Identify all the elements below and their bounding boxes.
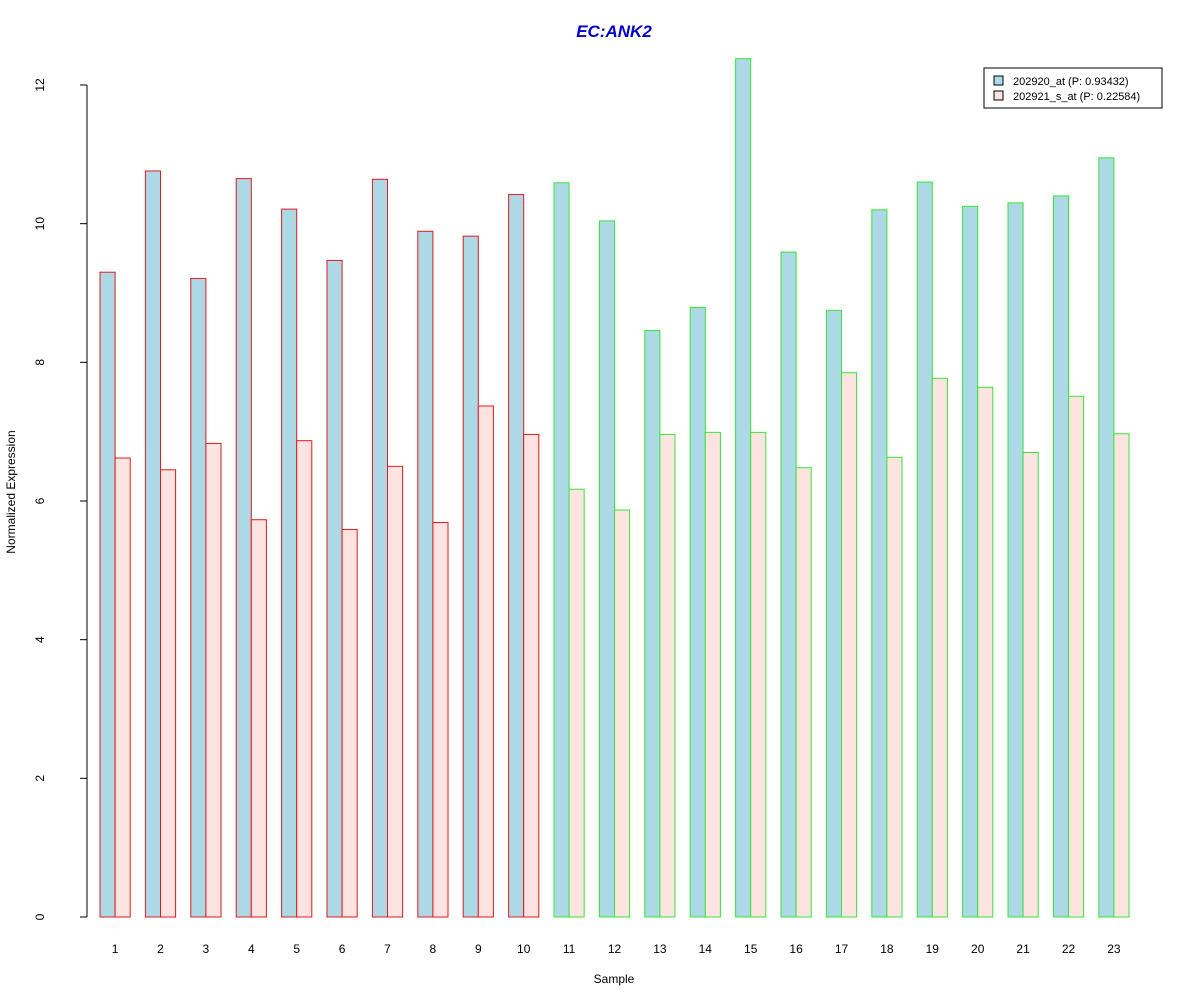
x-tick-label: 3 [203,942,210,956]
x-tick-labels: 1 2 3 4 5 6 7 8 9 10 11 12 13 14 15 16 17 18 19 20 21 22 23 [112,942,1121,956]
x-tick-label: 18 [880,942,894,956]
bar-sample-22-series-2 [1068,395,1085,918]
bar-sample-13-series-1 [644,329,661,918]
x-tick-label: 14 [699,942,713,956]
bar-sample-4-series-1 [235,178,252,918]
x-tick-label: 11 [563,942,576,956]
bar-sample-6-series-1 [326,259,343,918]
bar-sample-23-series-1 [1098,157,1115,918]
x-tick-label: 20 [971,942,985,956]
bar-sample-2-series-2 [160,469,177,918]
bar-sample-1-series-1 [99,271,116,918]
legend-box [983,67,1163,109]
x-axis-label: Sample [594,972,635,986]
bar-sample-21-series-2 [1022,451,1039,918]
bar-sample-14-series-1 [689,307,706,918]
x-tick-label: 19 [926,942,940,956]
bar-sample-14-series-2 [704,431,721,918]
x-tick-label: 21 [1016,942,1030,956]
y-tick-label: 0 [33,913,47,920]
bar-sample-5-series-2 [296,440,313,918]
y-axis-label: Normalized Expression [4,430,18,553]
bar-sample-13-series-2 [659,433,676,918]
legend-label-series-2: 202921_s_at (P: 0.22584) [1013,91,1140,103]
y-tick-label: 4 [33,636,47,643]
bar-sample-18-series-1 [871,209,888,918]
x-tick-label: 23 [1107,942,1121,956]
bar-sample-8-series-1 [417,230,434,918]
bar-sample-11-series-2 [568,488,585,918]
bar-sample-7-series-2 [387,465,404,918]
x-tick-label: 7 [384,942,391,956]
x-tick-label: 8 [430,942,437,956]
bar-sample-17-series-1 [825,309,843,918]
bar-sample-6-series-2 [341,528,358,918]
legend-swatch-series-2 [993,90,1004,101]
bar-sample-10-series-2 [523,433,540,918]
x-tick-label: 4 [248,942,255,956]
legend-swatch-series-1 [993,75,1004,86]
bar-sample-2-series-1 [144,170,161,918]
y-tick-label: 12 [33,78,47,92]
bar-sample-23-series-2 [1113,433,1130,918]
bar-sample-12-series-2 [614,509,631,918]
x-tick-label: 2 [157,942,164,956]
bars [99,58,1130,918]
bar-sample-19-series-1 [916,181,933,918]
bar-sample-10-series-1 [508,194,525,918]
x-tick-label: 22 [1062,942,1076,956]
y-tick-label: 8 [33,359,47,366]
bar-sample-16-series-2 [795,467,812,918]
x-tick-label: 1 [112,942,119,956]
x-tick-label: 16 [789,942,803,956]
legend: 202920_at (P: 0.93432) 202921_s_at (P: 0… [983,67,1163,109]
bar-sample-15-series-1 [735,58,752,918]
bar-sample-22-series-1 [1052,195,1070,918]
bar-sample-15-series-2 [750,431,767,918]
bar-sample-20-series-1 [962,205,979,918]
bar-sample-21-series-1 [1007,202,1024,918]
bar-sample-16-series-1 [780,251,797,918]
bar-sample-12-series-1 [598,220,616,918]
x-tick-label: 15 [744,942,758,956]
y-axis: 0 2 4 6 8 10 12 [33,78,88,920]
x-tick-label: 17 [835,942,849,956]
x-tick-label: 6 [339,942,346,956]
x-tick-label: 13 [653,942,667,956]
x-tick-label: 10 [517,942,531,956]
bar-sample-5-series-1 [281,208,298,918]
bar-sample-9-series-1 [462,235,479,918]
bar-sample-9-series-2 [477,405,494,918]
bar-sample-18-series-2 [886,456,903,918]
y-tick-label: 10 [33,217,47,231]
bar-sample-3-series-2 [205,442,222,918]
y-tick-label: 6 [33,497,47,504]
legend-label-series-1: 202920_at (P: 0.93432) [1013,76,1129,88]
bar-sample-11-series-1 [553,182,570,918]
y-tick-label: 2 [33,775,47,782]
bar-sample-4-series-2 [250,519,267,918]
bar-sample-20-series-2 [977,386,994,918]
bar-sample-17-series-2 [841,372,858,918]
bar-sample-1-series-2 [114,457,131,918]
x-tick-label: 5 [293,942,300,956]
bar-sample-19-series-2 [931,377,948,918]
x-tick-label: 9 [475,942,482,956]
bar-sample-8-series-2 [432,521,449,918]
chart-title: EC:ANK2 [576,22,652,41]
bar-sample-3-series-1 [190,277,207,918]
x-tick-label: 12 [608,942,622,956]
bar-sample-7-series-1 [371,178,388,918]
